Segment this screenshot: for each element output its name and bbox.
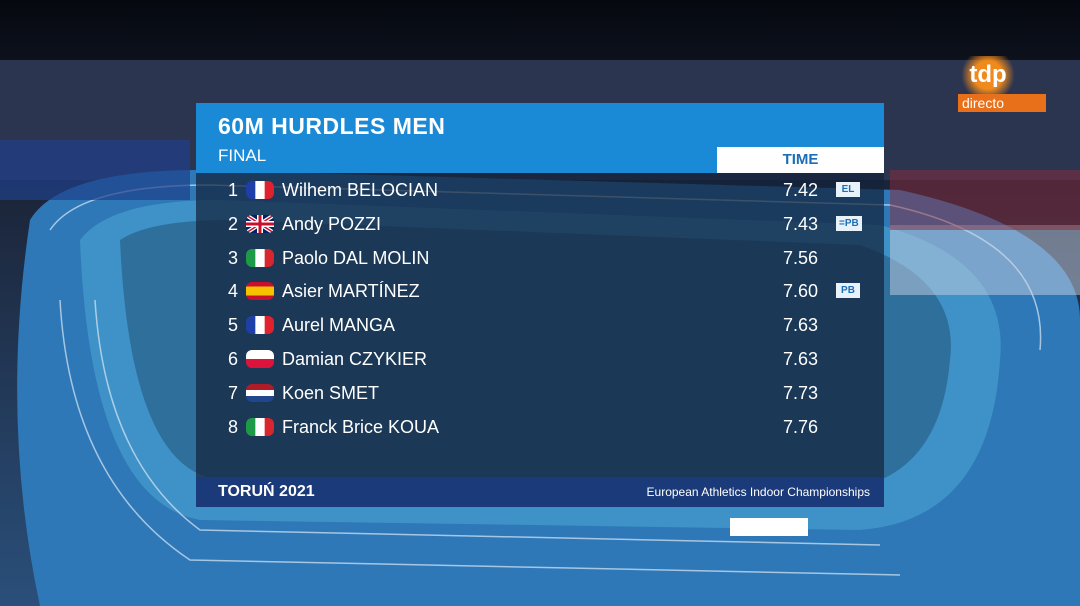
results-table: 1 Wilhem BELOCIAN 7.42 EL 2 Andy POZZI 7.43 =PB… (196, 173, 884, 477)
athlete-name: Andy POZZI (282, 213, 382, 234)
logo-text: tdp (958, 56, 1018, 94)
time: 7.42 (782, 180, 818, 200)
flag (246, 248, 274, 267)
rank: 6 (227, 349, 238, 369)
time: 7.56 (782, 247, 818, 268)
result-row: 4 Asier MARTÍNEZ 7.60 PB (196, 274, 884, 308)
time: 7.60 (782, 281, 818, 302)
athlete-name: Damian CZYKIER (282, 349, 428, 369)
result-row: 8 Franck Brice KOUA 7.76 (196, 410, 884, 444)
flag (246, 316, 274, 335)
live-label: directo (958, 94, 1046, 112)
record-badge: =PB (836, 215, 862, 231)
rank: 5 (227, 315, 238, 336)
time: 7.43 (782, 213, 818, 234)
record-badge: EL (836, 182, 860, 197)
rank: 4 (227, 281, 238, 302)
athlete-name: Koen SMET (282, 382, 380, 403)
result-row: 7 Koen SMET 7.73 (196, 376, 884, 410)
result-row: 5 Aurel MANGA 7.63 (196, 308, 884, 342)
flag (246, 350, 274, 368)
results-panel: 60M HURDLES MEN FINAL TIME 1 Wilhem BELOC… (196, 103, 884, 507)
result-row: 2 Andy POZZI 7.43 =PB (196, 207, 884, 241)
venue: TORUŃ 2021 (218, 483, 315, 500)
athlete-name: Franck Brice KOUA (282, 416, 440, 437)
time: 7.63 (782, 349, 818, 369)
flag (246, 282, 274, 301)
athlete-name: Aurel MANGA (282, 315, 396, 336)
rank: 8 (227, 416, 238, 437)
result-row: 6 Damian CZYKIER 7.63 (196, 342, 884, 376)
flag (246, 383, 274, 402)
result-row: 1 Wilhem BELOCIAN 7.42 EL (196, 173, 884, 207)
time: 7.73 (782, 382, 818, 403)
athlete-name: Asier MARTÍNEZ (282, 281, 420, 302)
rank: 2 (227, 213, 238, 234)
athlete-name: Paolo DAL MOLIN (282, 247, 430, 268)
footer: TORUŃ 2021 European Athletics Indoor Cha… (196, 477, 884, 507)
header: 60M HURDLES MEN FINAL TIME (196, 103, 884, 173)
subtitle: FINAL (218, 146, 267, 165)
broadcaster-logo: tdp directo (958, 56, 1046, 114)
athlete-name: Wilhem BELOCIAN (282, 180, 439, 200)
title: 60M HURDLES MEN (218, 113, 446, 139)
rank: 3 (227, 247, 238, 268)
event-name: European Athletics Indoor Championships (646, 485, 870, 499)
flag (246, 214, 274, 233)
rank: 1 (227, 180, 238, 200)
time: 7.76 (782, 416, 818, 437)
result-row: 3 Paolo DAL MOLIN 7.56 (196, 241, 884, 275)
column-header: TIME (717, 147, 884, 173)
flag (246, 417, 274, 436)
record-badge: PB (836, 283, 860, 299)
flag (246, 181, 274, 199)
rank: 7 (227, 382, 238, 403)
time: 7.63 (782, 315, 818, 336)
